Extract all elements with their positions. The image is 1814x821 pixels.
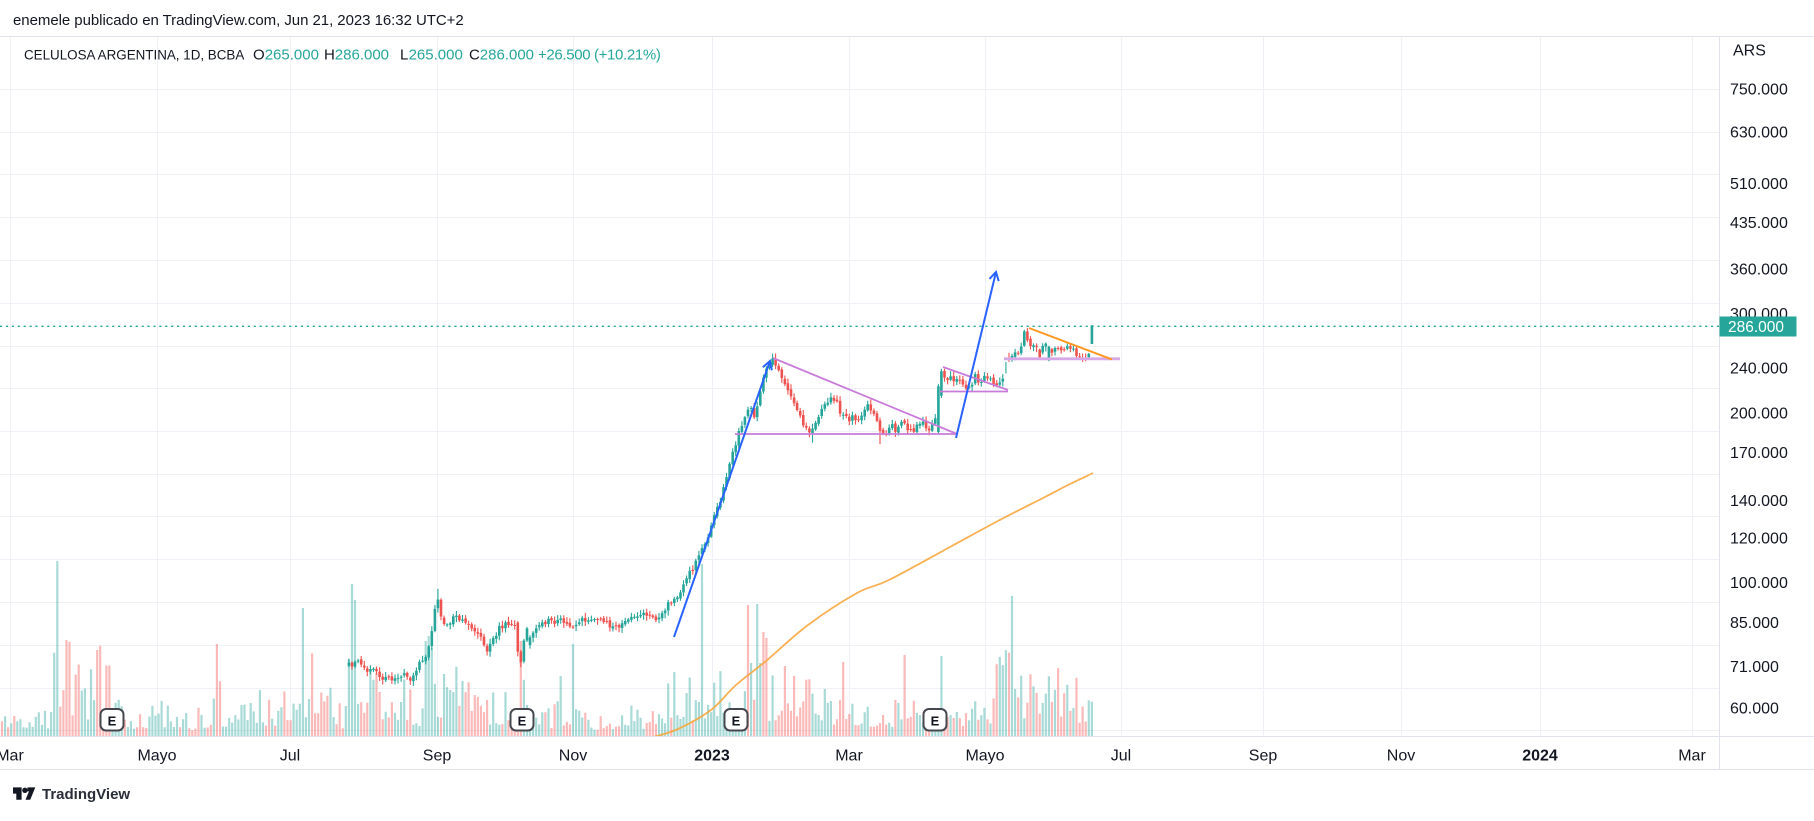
svg-text:286.000: 286.000 <box>480 47 534 64</box>
svg-text:265.000: 265.000 <box>265 47 319 64</box>
svg-text:enemele publicado en TradingVi: enemele publicado en TradingView.com, Ju… <box>13 12 464 29</box>
svg-text:286.000: 286.000 <box>1728 319 1784 336</box>
svg-text:TradingView: TradingView <box>42 786 130 803</box>
svg-text:L: L <box>400 47 408 64</box>
svg-text:240.000: 240.000 <box>1730 361 1788 378</box>
svg-text:ARS: ARS <box>1733 43 1766 60</box>
svg-text:286.000: 286.000 <box>335 47 389 64</box>
svg-text:Mayo: Mayo <box>965 748 1004 765</box>
svg-text:Jul: Jul <box>280 748 300 765</box>
svg-text:Sep: Sep <box>1249 748 1278 765</box>
svg-text:265.000: 265.000 <box>409 47 463 64</box>
svg-text:O: O <box>253 47 265 64</box>
svg-text:+26.500 (+10.21%): +26.500 (+10.21%) <box>538 47 661 64</box>
svg-text:Mayo: Mayo <box>137 748 176 765</box>
svg-text:H: H <box>324 47 335 64</box>
svg-text:630.000: 630.000 <box>1730 124 1788 141</box>
svg-text:2023: 2023 <box>694 748 730 765</box>
svg-text:60.000: 60.000 <box>1730 700 1779 717</box>
svg-text:435.000: 435.000 <box>1730 215 1788 232</box>
svg-text:Jul: Jul <box>1111 748 1131 765</box>
svg-text:Mar: Mar <box>835 748 863 765</box>
svg-text:100.000: 100.000 <box>1730 575 1788 592</box>
svg-text:2024: 2024 <box>1522 748 1558 765</box>
svg-text:360.000: 360.000 <box>1730 261 1788 278</box>
svg-text:71.000: 71.000 <box>1730 659 1779 676</box>
svg-text:510.000: 510.000 <box>1730 176 1788 193</box>
svg-text:Nov: Nov <box>559 748 587 765</box>
svg-text:Mar: Mar <box>1678 748 1706 765</box>
svg-text:E: E <box>518 714 527 729</box>
svg-text:120.000: 120.000 <box>1730 531 1788 548</box>
svg-text:E: E <box>108 714 117 729</box>
svg-text:170.000: 170.000 <box>1730 445 1788 462</box>
svg-text:Nov: Nov <box>1387 748 1415 765</box>
svg-text:Mar: Mar <box>0 748 24 765</box>
svg-text:140.000: 140.000 <box>1730 493 1788 510</box>
svg-text:200.000: 200.000 <box>1730 405 1788 422</box>
svg-text:E: E <box>732 714 741 729</box>
svg-text:C: C <box>469 47 480 64</box>
svg-text:CELULOSA ARGENTINA, 1D, BCBA: CELULOSA ARGENTINA, 1D, BCBA <box>24 48 244 63</box>
svg-text:Sep: Sep <box>423 748 452 765</box>
svg-text:E: E <box>931 714 940 729</box>
svg-text:85.000: 85.000 <box>1730 615 1779 632</box>
svg-text:750.000: 750.000 <box>1730 82 1788 99</box>
